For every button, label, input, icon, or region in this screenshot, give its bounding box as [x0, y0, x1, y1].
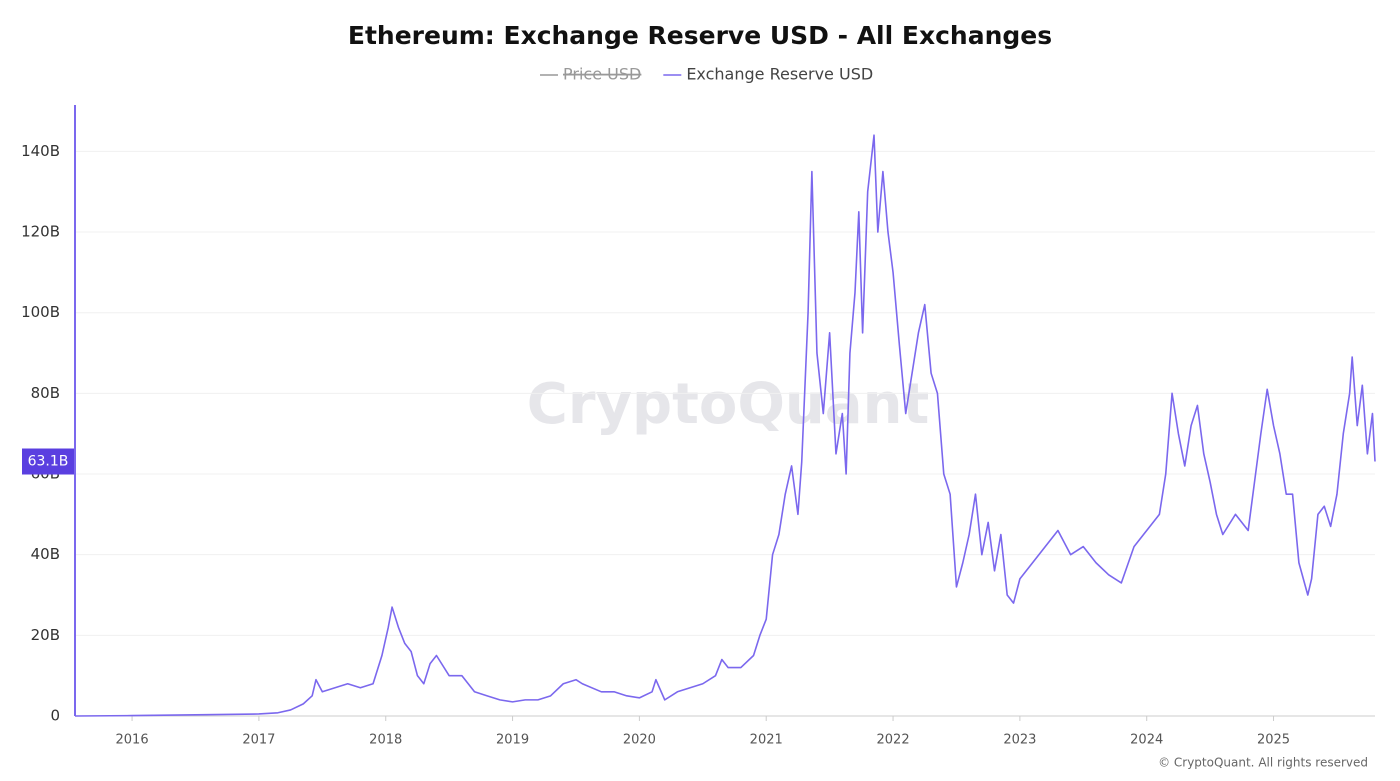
x-tick-label: 2019: [496, 733, 529, 748]
current-value-label: 63.1B: [28, 454, 69, 470]
x-tick-label: 2023: [1003, 733, 1036, 748]
x-tick-label: 2025: [1257, 733, 1290, 748]
watermark: CryptoQuant: [527, 372, 929, 437]
y-tick-label: 120B: [21, 223, 60, 241]
y-tick-label: 100B: [21, 303, 60, 321]
y-tick-label: 40B: [31, 545, 60, 563]
current-value-box: [22, 448, 74, 475]
footer: © CryptoQuant. All rights reserved: [1158, 756, 1368, 770]
y-tick-label: 0: [50, 707, 60, 725]
legend-label[interactable]: Price USD: [563, 65, 641, 84]
x-tick-label: 2018: [369, 733, 402, 748]
x-tick-label: 2022: [877, 733, 910, 748]
x-tick-label: 2017: [242, 733, 275, 748]
x-tick-label: 2016: [116, 733, 149, 748]
x-tick-label: 2024: [1130, 733, 1163, 748]
x-tick-label: 2020: [623, 733, 656, 748]
chart-title: Ethereum: Exchange Reserve USD - All Exc…: [348, 21, 1052, 50]
x-tick-label: 2021: [750, 733, 783, 748]
y-tick-label: 20B: [31, 626, 60, 644]
legend-label[interactable]: Exchange Reserve USD: [686, 65, 873, 84]
y-tick-label: 80B: [31, 384, 60, 402]
series-line: [74, 134, 1376, 717]
y-tick-label: 140B: [21, 142, 60, 160]
